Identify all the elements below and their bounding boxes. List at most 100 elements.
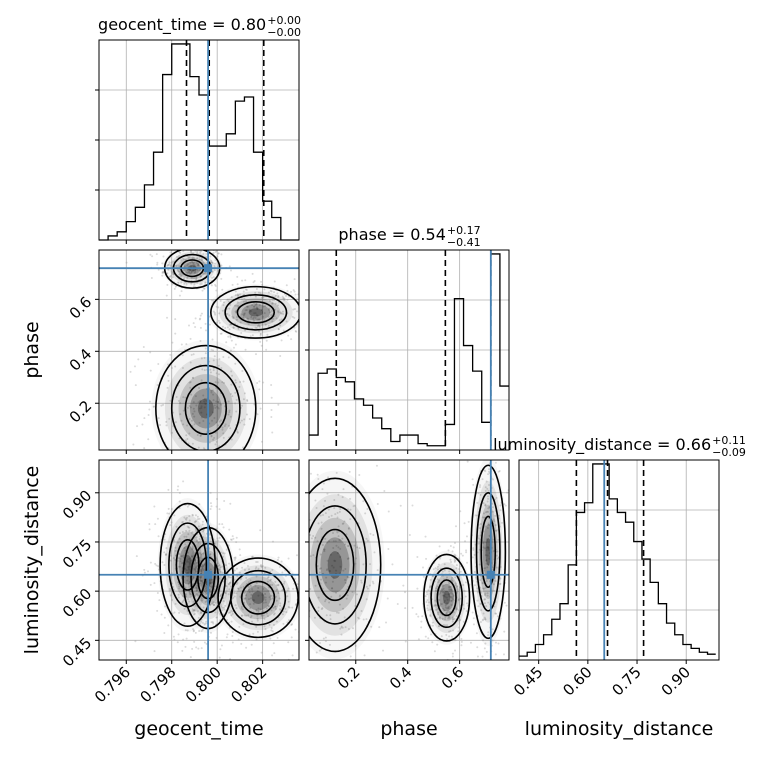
- sample-point: [272, 623, 275, 626]
- sample-point: [365, 537, 368, 540]
- sample-point: [170, 261, 173, 264]
- tick-label-x: 0.796: [91, 663, 134, 706]
- sample-point: [194, 520, 197, 523]
- sample-point: [472, 547, 475, 550]
- sample-point: [221, 381, 224, 384]
- sample-point: [214, 542, 217, 545]
- sample-point: [252, 602, 255, 605]
- sample-point: [168, 263, 171, 266]
- sample-point: [344, 579, 347, 582]
- sample-point: [301, 485, 303, 487]
- sample-point: [173, 611, 176, 614]
- sample-point: [146, 570, 149, 573]
- contour-line: [217, 557, 299, 639]
- sample-point: [485, 562, 488, 565]
- sample-point: [240, 313, 243, 316]
- sample-point: [227, 611, 230, 614]
- sample-point: [277, 294, 280, 297]
- sample-point: [221, 523, 224, 526]
- sample-point: [244, 300, 247, 303]
- sample-point: [282, 329, 285, 332]
- tick-label-x: 0.798: [136, 663, 179, 706]
- sample-point: [484, 489, 487, 492]
- sample-point: [280, 312, 283, 315]
- sample-point: [449, 629, 452, 632]
- sample-point: [257, 609, 260, 612]
- sample-point: [453, 617, 456, 620]
- sample-point: [451, 620, 454, 623]
- sample-point: [221, 571, 224, 574]
- sample-point: [484, 586, 487, 589]
- sample-point: [331, 564, 334, 567]
- sample-point: [186, 268, 189, 271]
- sample-point: [319, 682, 321, 684]
- sample-point: [234, 379, 237, 382]
- sample-point: [486, 546, 489, 549]
- sample-point: [485, 549, 488, 552]
- sample-point: [229, 502, 232, 505]
- density-cluster: [155, 344, 257, 450]
- sample-point: [287, 652, 289, 654]
- sample-point: [205, 515, 208, 518]
- sample-point: [253, 403, 256, 406]
- sample-point: [473, 570, 476, 573]
- axis-label-x-luminosity_distance: luminosity_distance: [525, 718, 714, 740]
- sample-point: [220, 277, 223, 280]
- sample-point: [344, 581, 347, 584]
- sample-point: [244, 288, 247, 291]
- sample-point: [188, 580, 191, 583]
- sample-point: [263, 312, 266, 315]
- sample-point: [476, 646, 479, 649]
- sample-point: [191, 647, 194, 650]
- sample-point: [182, 455, 184, 457]
- sample-point: [455, 567, 458, 570]
- sample-point: [223, 608, 226, 611]
- sample-point: [479, 579, 482, 582]
- sample-point: [285, 504, 287, 506]
- sample-point: [442, 623, 445, 626]
- sample-point: [183, 535, 186, 538]
- sample-point: [426, 599, 429, 602]
- sample-point: [149, 561, 152, 564]
- sample-point: [287, 557, 290, 560]
- sample-point: [263, 617, 266, 620]
- sample-point: [188, 271, 191, 274]
- sample-point: [360, 609, 363, 612]
- sample-point: [261, 295, 264, 298]
- sample-point: [242, 317, 245, 320]
- sample-point: [277, 296, 280, 299]
- sample-point: [195, 646, 198, 649]
- sample-point: [218, 656, 221, 659]
- sample-point: [509, 587, 511, 589]
- density-level: [327, 551, 343, 579]
- sample-point: [264, 593, 267, 596]
- sample-point: [195, 278, 198, 281]
- sample-point: [134, 384, 137, 387]
- sample-point: [277, 310, 280, 313]
- sample-point: [271, 302, 274, 305]
- sample-point: [267, 291, 270, 294]
- sample-point: [174, 546, 177, 549]
- sample-point: [340, 625, 343, 628]
- density-cluster: [217, 557, 299, 639]
- sample-point: [262, 305, 265, 308]
- sample-point: [487, 510, 490, 513]
- sample-point: [213, 312, 216, 315]
- sample-point: [342, 569, 345, 572]
- contour-line: [470, 464, 507, 640]
- sample-point: [209, 507, 212, 510]
- sample-point: [451, 597, 454, 600]
- sample-point: [444, 606, 447, 609]
- sample-point: [241, 566, 244, 569]
- sample-point: [214, 262, 217, 265]
- sample-point: [344, 543, 347, 546]
- sample-point: [216, 255, 219, 258]
- sample-point: [200, 275, 203, 278]
- sample-point: [217, 252, 220, 255]
- sample-point: [325, 569, 328, 572]
- sample-point: [229, 581, 232, 584]
- sample-point: [174, 365, 177, 368]
- sample-point: [213, 603, 216, 606]
- sample-point: [484, 503, 487, 506]
- sample-point: [321, 544, 324, 547]
